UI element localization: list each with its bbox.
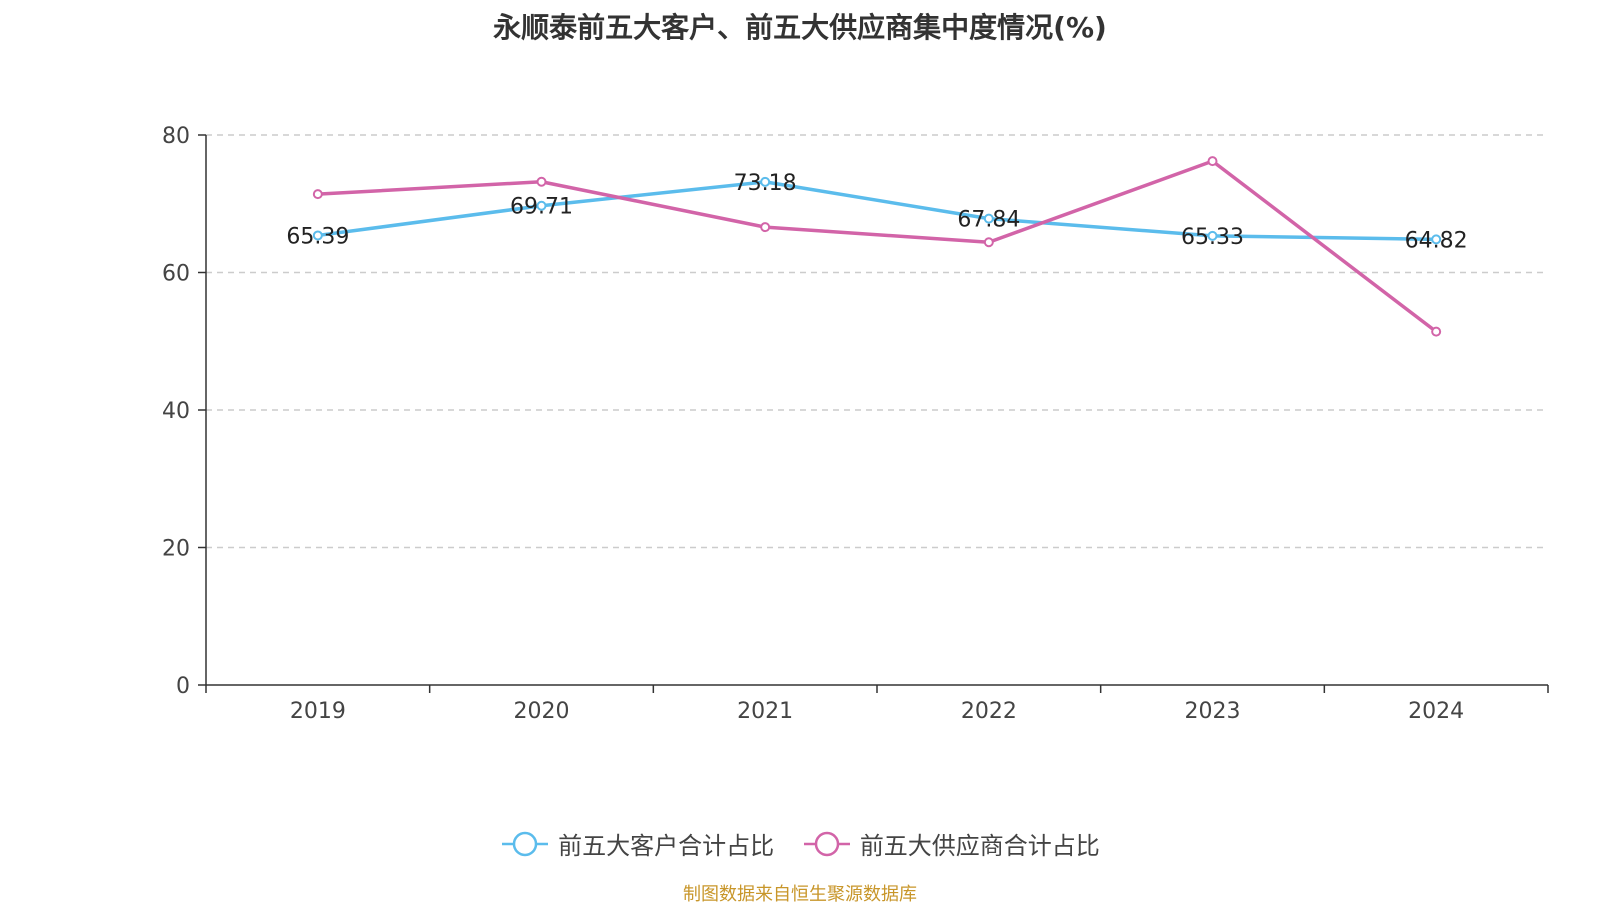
legend-item-customers[interactable]: 前五大客户合计占比 [500,826,774,861]
data-point-0 [1207,230,1218,241]
data-point-1 [1431,326,1442,337]
data-point-1 [312,189,323,200]
legend-label-suppliers: 前五大供应商合计占比 [859,832,1100,860]
data-label: 69.71 [510,195,573,220]
x-tick-label: 2023 [1185,699,1241,724]
legend-marker-customers [502,831,549,856]
data-point-0 [760,176,771,187]
y-tick-label: 60 [162,262,190,287]
data-point-0 [1431,234,1442,245]
x-tick-label: 2019 [290,699,346,724]
x-tick-label: 2024 [1408,699,1464,724]
data-point-0 [312,230,323,241]
data-label: 65.33 [1181,225,1244,250]
x-tick-label: 2022 [961,699,1017,724]
y-tick-label: 80 [162,124,190,149]
data-label: 64.82 [1405,228,1468,253]
y-tick-label: 0 [176,674,190,699]
legend-marker-suppliers [803,831,850,856]
data-point-1 [983,237,994,248]
legend-label-customers: 前五大客户合计占比 [558,832,775,860]
data-point-0 [983,213,994,224]
x-tick-label: 2020 [514,699,570,724]
data-source-note: 制图数据来自恒生聚源数据库 [683,884,917,905]
chart-title: 永顺泰前五大客户、前五大供应商集中度情况(%) [493,11,1107,44]
chart-legend: 前五大客户合计占比 前五大供应商合计占比 [0,826,1600,865]
x-tick-label: 2021 [737,699,793,724]
data-point-1 [760,222,771,233]
series-line-1 [317,159,1438,334]
data-point-1 [1207,156,1218,167]
data-label: 67.84 [957,208,1020,233]
data-label: 65.39 [286,224,349,249]
series-line-0 [317,180,1437,242]
y-tick-label: 40 [162,399,190,424]
y-tick-label: 20 [162,537,190,562]
data-point-0 [536,200,547,211]
data-point-1 [536,176,547,187]
legend-item-suppliers[interactable]: 前五大供应商合计占比 [802,826,1100,861]
data-label: 73.18 [734,171,797,196]
